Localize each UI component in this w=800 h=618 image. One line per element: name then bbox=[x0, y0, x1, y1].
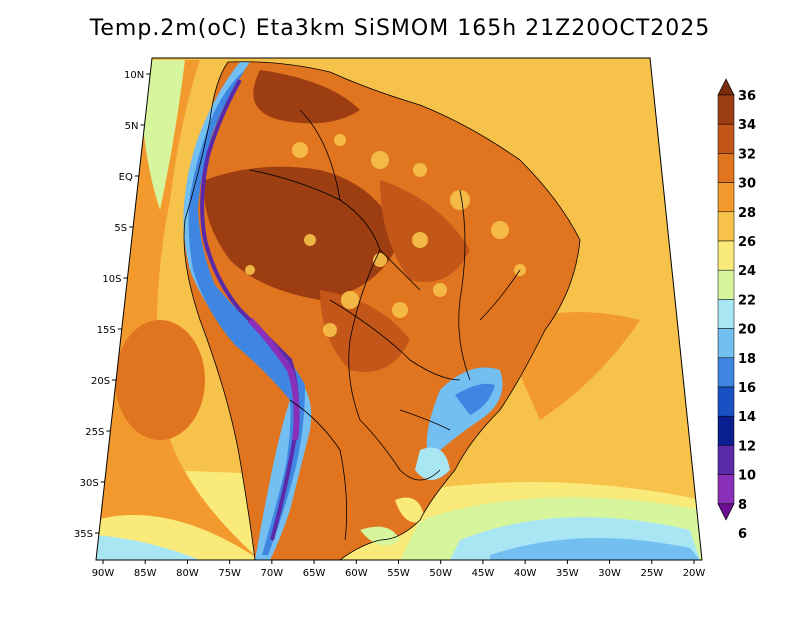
colorbar-label: 16 bbox=[738, 381, 756, 396]
colorbar-label: 18 bbox=[738, 352, 756, 367]
lon-tick-label: 80W bbox=[176, 568, 199, 579]
longitude-axis: 90W 85W 80W 75W 70W 65W 60W 55W 50W 45W 40W 35W 30W 2… bbox=[92, 560, 706, 579]
colorbar-label: 20 bbox=[738, 323, 756, 338]
lat-tick-label: 10S bbox=[102, 274, 121, 285]
colorbar-bottom-arrow bbox=[717, 503, 735, 521]
colorbar-swatch bbox=[717, 474, 735, 505]
colorbar-label: 26 bbox=[738, 235, 756, 250]
colorbar-swatch bbox=[717, 211, 735, 242]
lon-tick-label: 85W bbox=[134, 568, 157, 579]
colorbar-label: 14 bbox=[738, 410, 756, 425]
lat-tick-label: 15S bbox=[97, 325, 116, 336]
lon-tick-label: 35W bbox=[556, 568, 579, 579]
lon-tick-label: 45W bbox=[472, 568, 495, 579]
colorbar-label: 28 bbox=[738, 206, 756, 221]
colorbar-swatch bbox=[717, 415, 735, 446]
lat-tick-label: 5S bbox=[114, 223, 127, 234]
map-frame bbox=[95, 57, 703, 561]
lat-tick-label: 30S bbox=[80, 478, 99, 489]
map-title: Temp.2m(oC) Eta3km SiSMOM 165h 21Z20OCT2… bbox=[89, 16, 711, 41]
lat-tick-label: 10N bbox=[124, 70, 144, 81]
colorbar-label: 32 bbox=[738, 147, 756, 162]
lon-tick-label: 20W bbox=[683, 568, 706, 579]
colorbar-label: 10 bbox=[738, 469, 756, 484]
colorbar-label: 6 bbox=[738, 527, 747, 542]
lon-tick-label: 60W bbox=[345, 568, 368, 579]
colorbar-swatch bbox=[717, 357, 735, 388]
andes-cold-band bbox=[183, 62, 312, 560]
colorbar-swatch bbox=[717, 386, 735, 417]
colorbar-label: 36 bbox=[738, 89, 756, 104]
colorbar-label: 24 bbox=[738, 264, 756, 279]
lat-tick-label: 35S bbox=[74, 529, 93, 540]
colorbar: 36 34 32 30 28 26 24 22 20 18 16 14 12 10 8 6 bbox=[717, 78, 756, 542]
lon-tick-label: 90W bbox=[92, 568, 115, 579]
lat-tick-label: 5N bbox=[125, 121, 139, 132]
colorbar-label: 30 bbox=[738, 177, 756, 192]
colorbar-swatch bbox=[717, 445, 735, 475]
colorbar-swatch bbox=[717, 328, 735, 359]
colorbar-swatch bbox=[717, 269, 735, 300]
lat-tick-label: 25S bbox=[85, 427, 104, 438]
latitude-axis: 10N 5N EQ 5S 10S 15S 20S 25S 30S 35S bbox=[74, 70, 151, 540]
colorbar-swatch bbox=[717, 299, 735, 329]
colorbar-label: 34 bbox=[738, 118, 756, 133]
lat-tick-label: 20S bbox=[91, 376, 110, 387]
borders bbox=[183, 61, 581, 560]
lon-tick-label: 40W bbox=[514, 568, 537, 579]
colorbar-swatch bbox=[717, 153, 735, 183]
colorbar-swatch bbox=[717, 240, 735, 271]
lon-tick-label: 70W bbox=[261, 568, 284, 579]
colorbar-swatch bbox=[717, 123, 735, 154]
lon-tick-label: 55W bbox=[387, 568, 410, 579]
lon-tick-label: 75W bbox=[218, 568, 241, 579]
lat-tick-label: EQ bbox=[119, 172, 133, 183]
colorbar-label: 8 bbox=[738, 498, 747, 513]
colorbar-label: 12 bbox=[738, 439, 756, 454]
colorbar-swatch bbox=[717, 94, 735, 125]
lon-tick-label: 30W bbox=[598, 568, 621, 579]
colorbar-swatch bbox=[717, 182, 735, 213]
colorbar-top-arrow bbox=[717, 78, 735, 96]
lon-tick-label: 50W bbox=[429, 568, 452, 579]
lon-tick-label: 25W bbox=[640, 568, 663, 579]
lon-tick-label: 65W bbox=[303, 568, 326, 579]
colorbar-label: 22 bbox=[738, 293, 756, 308]
